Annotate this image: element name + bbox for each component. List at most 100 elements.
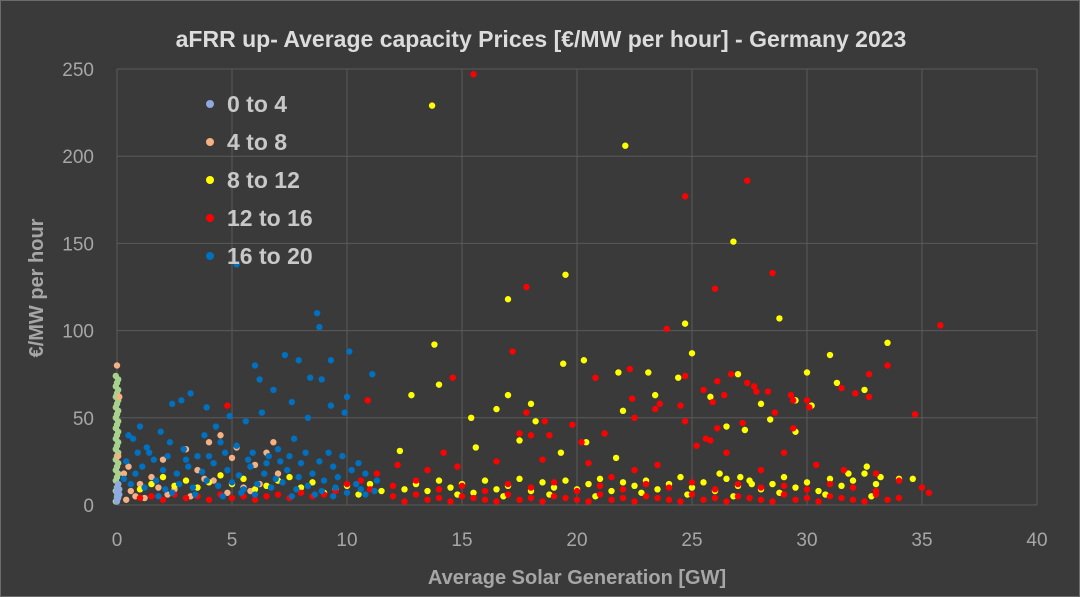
data-point-16-to-20	[125, 432, 132, 439]
data-point-12-to-16	[744, 379, 751, 387]
data-point-8-to-12	[688, 350, 696, 357]
legend: 0 to 4 4 to 8 8 to 12 12 to 16 16 to 20	[206, 91, 313, 269]
data-point-16-to-20	[152, 477, 160, 484]
data-point-12-to-16	[681, 193, 689, 200]
y-tick-label: 0	[83, 496, 94, 517]
data-point-12-to-16	[709, 398, 716, 406]
data-point-16-to-20	[256, 376, 263, 383]
data-point-12-to-16	[677, 498, 684, 505]
data-point-8-to-12	[612, 454, 620, 462]
data-point-12-to-16	[619, 486, 627, 493]
data-point-16-to-20	[187, 390, 194, 397]
data-point-12-to-16	[723, 498, 730, 505]
data-point-8-to-12	[688, 484, 696, 491]
data-point-8-to-12	[583, 439, 590, 446]
data-point-16-to-20	[123, 458, 130, 465]
data-point-12-to-16	[447, 498, 454, 505]
data-point-12-to-16	[711, 285, 719, 292]
data-point-8-to-12	[472, 444, 479, 451]
data-point-16-to-20	[210, 459, 217, 467]
data-point-8-to-12	[677, 473, 684, 481]
data-point-12-to-16	[527, 432, 535, 439]
data-point-8-to-12	[516, 475, 523, 483]
data-point-8-to-12	[681, 320, 689, 327]
data-point-12-to-16	[764, 388, 772, 395]
data-point-8-to-12	[159, 473, 167, 481]
data-point-8-to-12	[470, 489, 477, 496]
data-point-16-to-20	[318, 487, 325, 495]
data-point-8-to-12	[182, 477, 190, 484]
data-point-12-to-16	[734, 480, 742, 488]
data-point-8-to-12	[431, 341, 438, 348]
data-point-16-to-20	[198, 468, 206, 476]
data-point-8-to-12	[615, 369, 622, 376]
tick-labels: 0 5 10 15 20 25 30 35 40 0 50 100 150 200 250	[62, 60, 1047, 551]
data-point-12-to-16	[663, 325, 670, 333]
data-point-8-to-12	[240, 475, 247, 483]
data-point-12-to-16	[753, 388, 760, 395]
data-point-16-to-20	[155, 493, 162, 500]
data-point-8-to-12	[366, 480, 374, 488]
data-point-12-to-16	[925, 489, 933, 496]
data-point-4-to-8	[120, 470, 128, 477]
data-point-12-to-16	[665, 496, 673, 503]
data-point-16-to-20	[290, 435, 298, 442]
x-axis-title: Average Solar Generation [GW]	[428, 567, 726, 589]
data-point-16-to-20	[343, 489, 351, 496]
data-point-16-to-20	[267, 484, 275, 491]
data-point-12-to-16	[550, 493, 558, 500]
data-point-12-to-16	[681, 418, 689, 425]
data-point-12-to-16	[523, 409, 530, 416]
data-point-12-to-16	[424, 496, 431, 503]
data-point-12-to-16	[205, 496, 213, 503]
data-point-16-to-20	[339, 452, 346, 460]
data-point-8-to-12	[748, 480, 755, 488]
data-point-12-to-16	[656, 400, 663, 408]
data-point-12-to-16	[136, 494, 144, 502]
data-point-4-to-8	[228, 454, 236, 462]
data-point-12-to-16	[654, 461, 661, 469]
data-point-12-to-16	[803, 494, 811, 502]
data-point-12-to-16	[865, 393, 873, 401]
data-point-12-to-16	[585, 498, 592, 505]
data-point-12-to-16	[527, 494, 535, 502]
data-point-12-to-16	[274, 491, 282, 498]
data-point-16-to-20	[180, 445, 187, 453]
data-point-4-to-8	[141, 494, 148, 502]
data-point-8-to-12	[251, 486, 259, 493]
data-point-12-to-16	[746, 494, 753, 502]
data-point-12-to-16	[769, 498, 776, 505]
data-point-12-to-16	[826, 493, 834, 500]
data-point-12-to-16	[550, 479, 558, 486]
data-point-8-to-12	[826, 475, 834, 483]
data-point-12-to-16	[148, 493, 155, 500]
legend-marker	[206, 100, 214, 108]
data-point-16-to-20	[134, 449, 141, 456]
data-point-8-to-12	[652, 391, 659, 399]
data-point-16-to-20	[201, 432, 208, 439]
data-point-4-to-8	[155, 484, 162, 491]
legend-label: 0 to 4	[227, 91, 287, 117]
data-point-16-to-20	[330, 493, 337, 500]
data-point-8-to-12	[408, 391, 415, 399]
data-point-16-to-20	[277, 458, 284, 465]
data-point-12-to-16	[790, 397, 797, 404]
data-point-16-to-20	[164, 452, 171, 460]
data-point-4-to-8	[148, 473, 155, 481]
data-point-12-to-16	[815, 498, 822, 505]
data-point	[112, 372, 120, 380]
data-point-12-to-16	[813, 461, 820, 469]
data-point-8-to-12	[654, 486, 661, 493]
data-point-8-to-12	[504, 296, 512, 303]
data-point-16-to-20	[371, 487, 378, 495]
data-point-16-to-20	[263, 459, 270, 467]
data-point-16-to-20	[182, 456, 190, 463]
data-point-16-to-20	[302, 449, 309, 456]
data-point-12-to-16	[435, 486, 443, 493]
x-tick-label: 10	[336, 530, 357, 551]
data-point-12-to-16	[693, 442, 700, 449]
data-point-12-to-16	[263, 493, 270, 500]
data-point-16-to-20	[334, 473, 341, 481]
data-point-4-to-8	[114, 452, 122, 460]
data-point-16-to-20	[307, 374, 314, 381]
